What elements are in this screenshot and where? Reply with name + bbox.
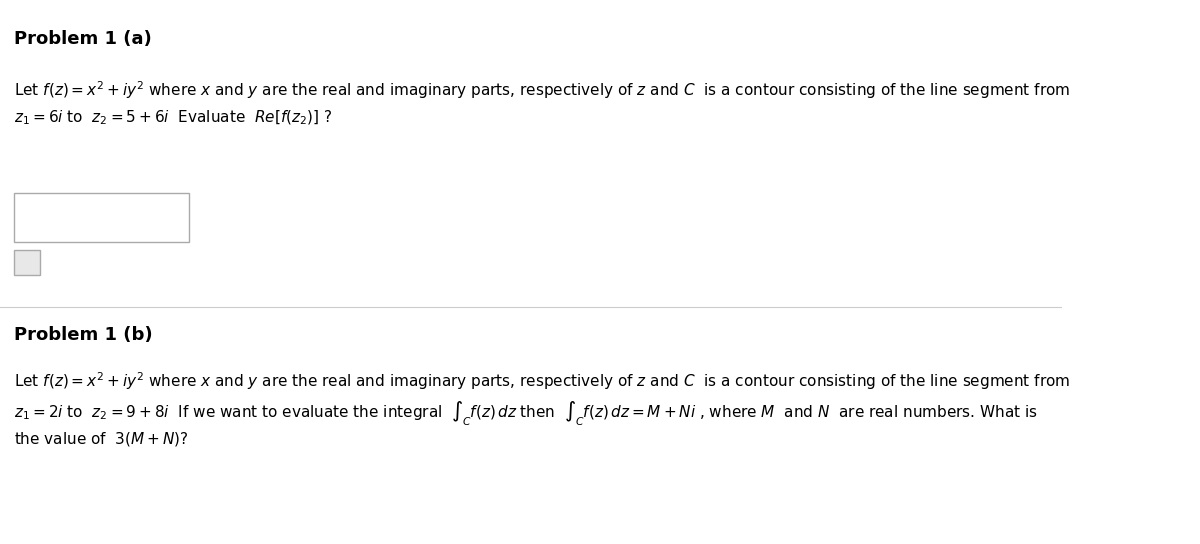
- Text: $z_1 = 6i$ to  $z_2 = 5 + 6i$  Evaluate  $Re\left[f(z_2)\right]$ ?: $z_1 = 6i$ to $z_2 = 5 + 6i$ Evaluate $R…: [14, 109, 332, 127]
- FancyBboxPatch shape: [14, 250, 41, 275]
- Text: Problem 1 (a): Problem 1 (a): [14, 30, 151, 48]
- Text: $z_1 = 2i$ to  $z_2 = 9 + 8i$  If we want to evaluate the integral  $\int_C f(z): $z_1 = 2i$ to $z_2 = 9 + 8i$ If we want …: [14, 400, 1038, 429]
- Text: Let $f(z) = x^2 + iy^2$ where $x$ and $y$ are the real and imaginary parts, resp: Let $f(z) = x^2 + iy^2$ where $x$ and $y…: [14, 370, 1070, 392]
- Text: the value of  $3\left(M + N\right)$?: the value of $3\left(M + N\right)$?: [14, 430, 188, 448]
- FancyBboxPatch shape: [14, 193, 188, 242]
- Text: Problem 1 (b): Problem 1 (b): [14, 326, 152, 344]
- Text: Let $f(z) = x^2 + iy^2$ where $x$ and $y$ are the real and imaginary parts, resp: Let $f(z) = x^2 + iy^2$ where $x$ and $y…: [14, 79, 1070, 101]
